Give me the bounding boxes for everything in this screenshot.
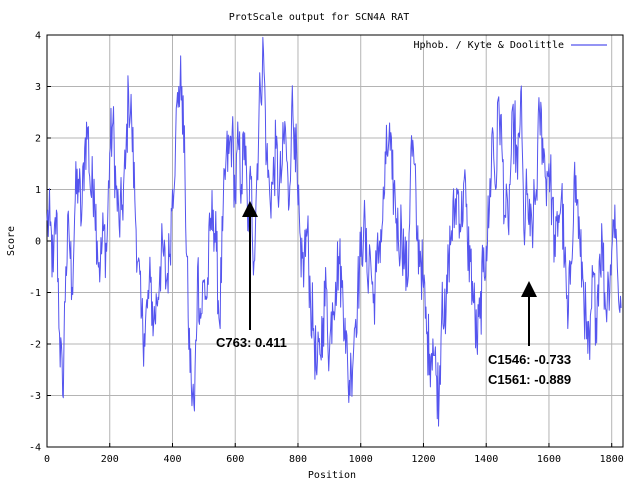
y-tick-label: -1 [29, 288, 41, 299]
y-tick-label: -4 [29, 443, 41, 454]
x-tick-label: 0 [44, 454, 50, 465]
chart-title: ProtScale output for SCN4A RAT [229, 12, 410, 23]
series-group [46, 36, 622, 427]
x-tick-label: 1000 [349, 454, 373, 465]
y-tick-label: 1 [35, 185, 41, 196]
annotation-c1561: C1561: -0.889 [488, 372, 571, 387]
series-line-0 [46, 36, 622, 427]
annotations: C763: 0.411 C1546: -0.733 C1561: -0.889 [216, 201, 571, 387]
x-tick-label: 600 [226, 454, 244, 465]
annotation-c763: C763: 0.411 [216, 335, 287, 350]
x-tick-label: 400 [163, 454, 181, 465]
y-tick-label: 0 [35, 237, 41, 248]
x-tick-label: 1800 [600, 454, 624, 465]
y-tick-label: 3 [35, 82, 41, 93]
x-tick-label: 1600 [537, 454, 561, 465]
x-tick-label: 1200 [411, 454, 435, 465]
x-axis-label: Position [308, 470, 356, 481]
y-tick-label: -3 [29, 391, 41, 402]
x-tick-label: 200 [101, 454, 119, 465]
y-tick-label: 4 [35, 31, 41, 42]
legend-label: Hphob. / Kyte & Doolittle [413, 40, 564, 51]
axis-ticks: 0 200 400 600 800 1000 1200 1400 1600 1800 -4 -3 -2 -… [29, 31, 624, 466]
y-axis-label: Score [6, 226, 17, 256]
legend: Hphob. / Kyte & Doolittle [413, 40, 607, 51]
y-tick-label: 2 [35, 134, 41, 145]
y-tick-label: -2 [29, 340, 41, 351]
x-tick-label: 800 [289, 454, 307, 465]
annotation-c1546: C1546: -0.733 [488, 352, 571, 367]
grid [47, 35, 623, 447]
x-tick-label: 1400 [474, 454, 498, 465]
